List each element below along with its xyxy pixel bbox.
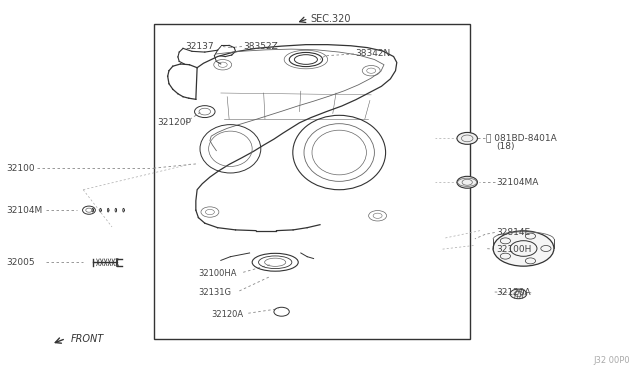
Bar xyxy=(154,24,470,339)
Text: FRONT: FRONT xyxy=(70,334,104,343)
Text: 32100: 32100 xyxy=(6,164,35,173)
Text: 32100HA: 32100HA xyxy=(198,269,237,278)
Ellipse shape xyxy=(493,231,554,266)
Text: 32814E: 32814E xyxy=(496,228,530,237)
Text: 38352Z: 38352Z xyxy=(243,42,278,51)
Text: Ⓑ 081BD-8401A: Ⓑ 081BD-8401A xyxy=(486,133,557,142)
Text: SEC.320: SEC.320 xyxy=(310,14,351,23)
Text: 32120A: 32120A xyxy=(211,310,243,319)
Circle shape xyxy=(510,289,527,299)
Circle shape xyxy=(457,176,477,188)
Text: 32131G: 32131G xyxy=(198,288,232,296)
Text: 38342N: 38342N xyxy=(355,49,390,58)
Text: J32 00P0: J32 00P0 xyxy=(594,356,630,365)
Text: 32100H: 32100H xyxy=(496,245,531,254)
Text: 32137: 32137 xyxy=(186,42,214,51)
Text: (18): (18) xyxy=(496,142,515,151)
Text: 32104M: 32104M xyxy=(6,206,43,215)
Text: 32120A: 32120A xyxy=(496,288,531,296)
Text: 32005: 32005 xyxy=(6,258,35,267)
Text: 32104MA: 32104MA xyxy=(496,178,538,187)
Circle shape xyxy=(457,132,477,144)
Text: 32120P: 32120P xyxy=(157,118,191,127)
